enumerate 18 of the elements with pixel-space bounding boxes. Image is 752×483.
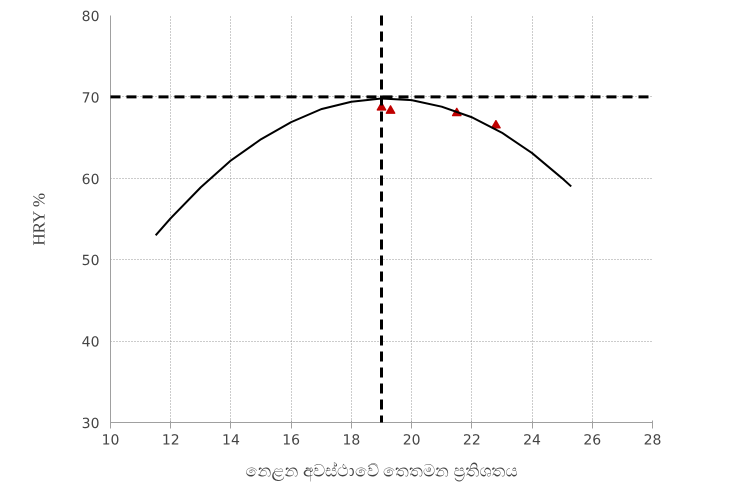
x-tick-label: 20	[402, 432, 421, 448]
x-tick-label: 24	[523, 432, 542, 448]
x-tick-label: 14	[222, 432, 240, 448]
x-tick-label: 16	[282, 432, 300, 448]
y-tick-label: 30	[82, 416, 100, 432]
y-tick-label: 40	[82, 334, 100, 351]
x-tick-label: 10	[102, 432, 120, 448]
x-tick-label: 22	[462, 432, 481, 448]
x-tick-label: 18	[342, 432, 360, 448]
x-tick-label: 28	[644, 432, 662, 448]
x-tick-label: 12	[162, 432, 180, 448]
y-tick-label: 70	[82, 90, 100, 106]
y-tick-label: 60	[82, 172, 100, 188]
x-axis-title: නෙළන අවස්ථාවේ තෙතමන ප්‍රතිශතය	[246, 462, 518, 482]
y-tick-label: 50	[82, 253, 100, 270]
y-axis-title: HRY %	[30, 192, 49, 246]
y-tick-label: 80	[82, 9, 100, 25]
x-tick-label: 26	[583, 432, 602, 448]
